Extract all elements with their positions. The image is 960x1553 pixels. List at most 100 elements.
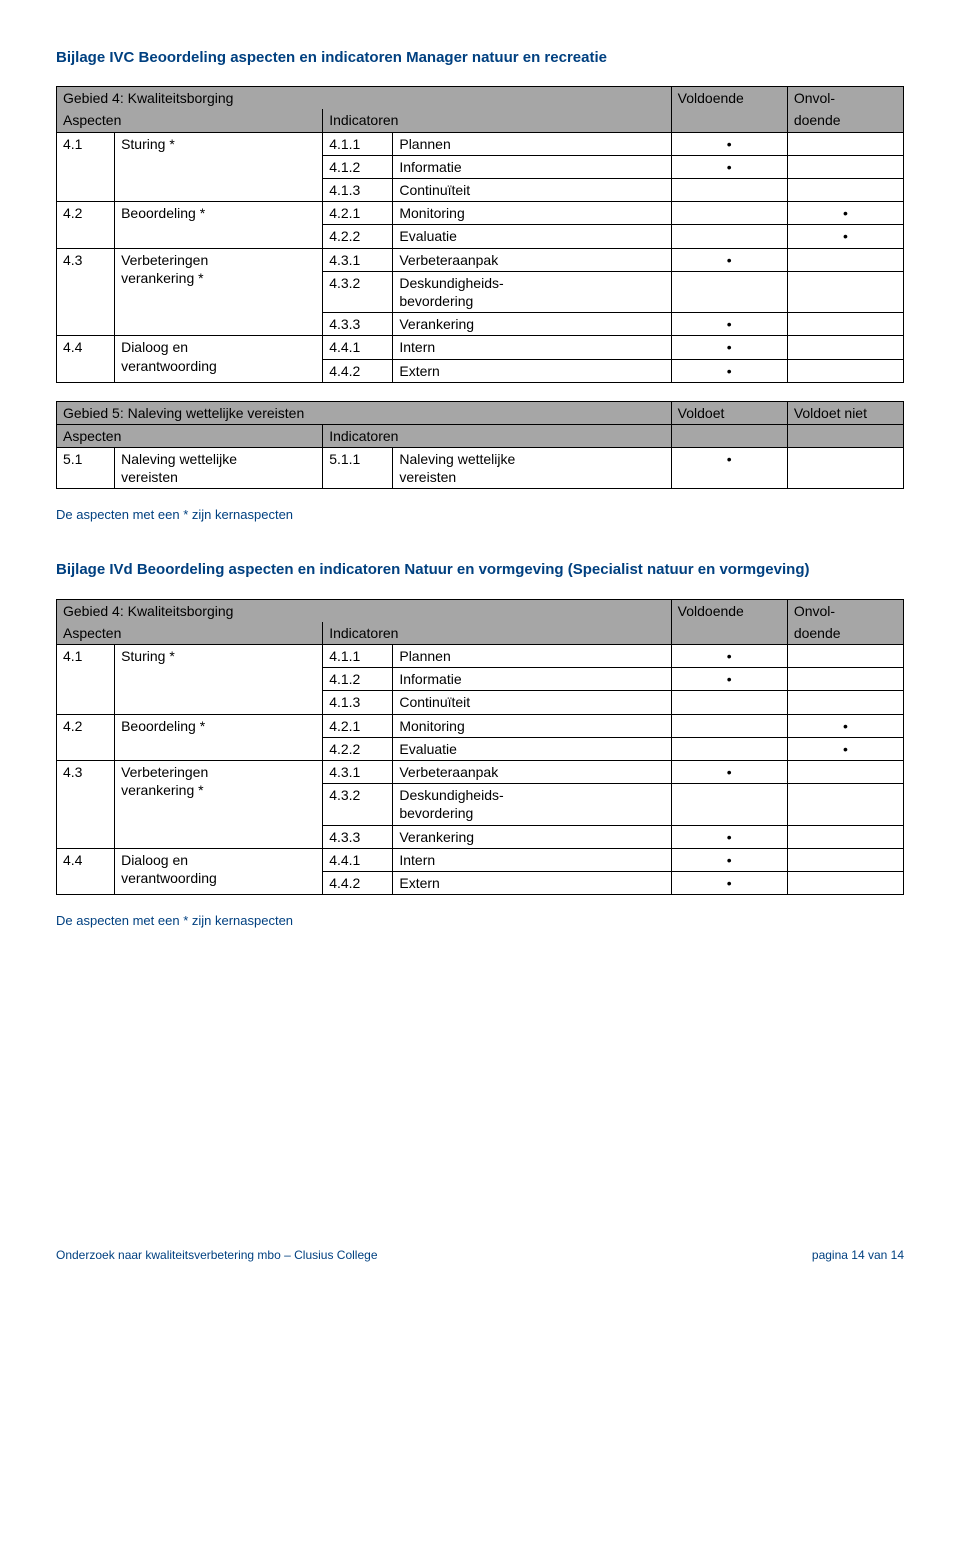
ivd-title: Bijlage IVd Beoordeling aspecten en indi… <box>56 560 904 580</box>
aspect-num: 4.4 <box>57 336 115 382</box>
mark-voldoende <box>671 737 787 760</box>
col-aspecten: Aspecten <box>57 109 323 132</box>
table-row: 4.1 Sturing * 4.1.1 Plannen • <box>57 132 904 155</box>
indicator-label: Evaluatie <box>393 737 671 760</box>
mark-voldoende: • <box>671 668 787 691</box>
indicator-label: Monitoring <box>393 714 671 737</box>
indicator-num: 4.2.1 <box>323 714 393 737</box>
aspect-label-l2: verankering * <box>121 782 204 798</box>
mark-onvoldoende <box>787 871 903 894</box>
indicator-label: Verbeteraanpak <box>393 248 671 271</box>
col-onvoldoende-l1: Onvol- <box>787 87 903 110</box>
indicator-num: 4.1.1 <box>323 645 393 668</box>
indicator-label-l2: bevordering <box>399 805 473 821</box>
indicator-label: Plannen <box>393 132 671 155</box>
mark-voldoende: • <box>671 248 787 271</box>
header-gebied5: Gebied 5: Naleving wettelijke vereisten <box>57 401 672 424</box>
indicator-label-l2: vereisten <box>399 469 456 485</box>
kernaspecten-note: De aspecten met een * zijn kernaspecten <box>56 913 904 928</box>
table-header-row: Aspecten Indicatoren <box>57 424 904 447</box>
indicator-label: Continuïteit <box>393 691 671 714</box>
table-row: 4.3 Verbeteringen verankering * 4.3.1 Ve… <box>57 761 904 784</box>
table-row: 4.3 Verbeteringen verankering * 4.3.1 Ve… <box>57 248 904 271</box>
col-indicatoren: Indicatoren <box>323 622 671 645</box>
col-voldoende: Voldoende <box>671 599 787 622</box>
indicator-label-l2: bevordering <box>399 293 473 309</box>
aspect-label: Dialoog en verantwoording <box>115 336 323 382</box>
aspect-label: Verbeteringen verankering * <box>115 248 323 336</box>
aspect-label-l1: Dialoog en <box>121 852 188 868</box>
indicator-num: 4.4.1 <box>323 336 393 359</box>
aspect-num: 4.1 <box>57 645 115 715</box>
mark-onvoldoende <box>787 313 903 336</box>
col-onvoldoende-l1: Onvol- <box>787 599 903 622</box>
aspect-label-l1: Dialoog en <box>121 339 188 355</box>
col-voldoende: Voldoende <box>671 87 787 110</box>
mark-onvoldoende <box>787 271 903 312</box>
indicator-num: 4.1.3 <box>323 691 393 714</box>
aspect-num: 4.2 <box>57 714 115 760</box>
aspect-label-l2: verankering * <box>121 270 204 286</box>
footer-left: Onderzoek naar kwaliteitsverbetering mbo… <box>56 1248 378 1262</box>
aspect-label: Naleving wettelijke vereisten <box>115 448 323 489</box>
mark-voldoende: • <box>671 155 787 178</box>
indicator-label: Informatie <box>393 155 671 178</box>
aspect-label: Dialoog en verantwoording <box>115 848 323 894</box>
aspect-label: Beoordeling * <box>115 714 323 760</box>
mark-onvoldoende <box>787 132 903 155</box>
mark-onvoldoende <box>787 155 903 178</box>
aspect-label: Beoordeling * <box>115 202 323 248</box>
indicator-label-l1: Deskundigheids- <box>399 275 503 291</box>
header-gebied4: Gebied 4: Kwaliteitsborging <box>57 87 672 110</box>
mark-voldoende: • <box>671 825 787 848</box>
mark-voldoende: • <box>671 848 787 871</box>
table-row: 5.1 Naleving wettelijke vereisten 5.1.1 … <box>57 448 904 489</box>
empty-cell <box>671 424 787 447</box>
indicator-num: 4.1.1 <box>323 132 393 155</box>
indicator-num: 4.4.2 <box>323 871 393 894</box>
mark-onvoldoende <box>787 359 903 382</box>
indicator-num: 4.2.2 <box>323 737 393 760</box>
indicator-num: 4.3.1 <box>323 761 393 784</box>
aspect-num: 4.4 <box>57 848 115 894</box>
mark-voldoende: • <box>671 359 787 382</box>
table-row: 4.2 Beoordeling * 4.2.1 Monitoring • <box>57 202 904 225</box>
table-header-row: Aspecten Indicatoren doende <box>57 622 904 645</box>
mark-onvoldoende <box>787 248 903 271</box>
aspect-label-l2: vereisten <box>121 469 178 485</box>
col-onvoldoende-l2: doende <box>787 622 903 645</box>
col-aspecten: Aspecten <box>57 424 323 447</box>
indicator-num: 4.2.2 <box>323 225 393 248</box>
ivc-title: Bijlage IVC Beoordeling aspecten en indi… <box>56 48 904 68</box>
mark-voldoende: • <box>671 132 787 155</box>
mark-onvoldoende <box>787 784 903 825</box>
mark-voldoende <box>671 179 787 202</box>
indicator-label-l1: Deskundigheids- <box>399 787 503 803</box>
indicator-num: 4.3.2 <box>323 784 393 825</box>
indicator-num: 4.2.1 <box>323 202 393 225</box>
empty-cell <box>671 109 787 132</box>
aspect-num: 4.2 <box>57 202 115 248</box>
indicator-label: Deskundigheids- bevordering <box>393 271 671 312</box>
table-header-row: Aspecten Indicatoren doende <box>57 109 904 132</box>
indicator-num: 4.3.3 <box>323 825 393 848</box>
mark-voldoende: • <box>671 761 787 784</box>
ivc-table-gebied5: Gebied 5: Naleving wettelijke vereisten … <box>56 401 904 490</box>
mark-voldoende <box>671 691 787 714</box>
aspect-num: 4.3 <box>57 248 115 336</box>
indicator-num: 4.1.2 <box>323 668 393 691</box>
indicator-label: Deskundigheids- bevordering <box>393 784 671 825</box>
mark-onvoldoende: • <box>787 737 903 760</box>
indicator-num: 4.3.3 <box>323 313 393 336</box>
footer-right: pagina 14 van 14 <box>812 1248 904 1262</box>
indicator-label: Extern <box>393 871 671 894</box>
kernaspecten-note: De aspecten met een * zijn kernaspecten <box>56 507 904 522</box>
mark-onvoldoende: • <box>787 225 903 248</box>
mark-onvoldoende <box>787 761 903 784</box>
ivd-table-gebied4: Gebied 4: Kwaliteitsborging Voldoende On… <box>56 599 904 895</box>
mark-onvoldoende <box>787 179 903 202</box>
mark-voldoende: • <box>671 313 787 336</box>
header-gebied4: Gebied 4: Kwaliteitsborging <box>57 599 672 622</box>
indicator-label: Evaluatie <box>393 225 671 248</box>
empty-cell <box>671 622 787 645</box>
